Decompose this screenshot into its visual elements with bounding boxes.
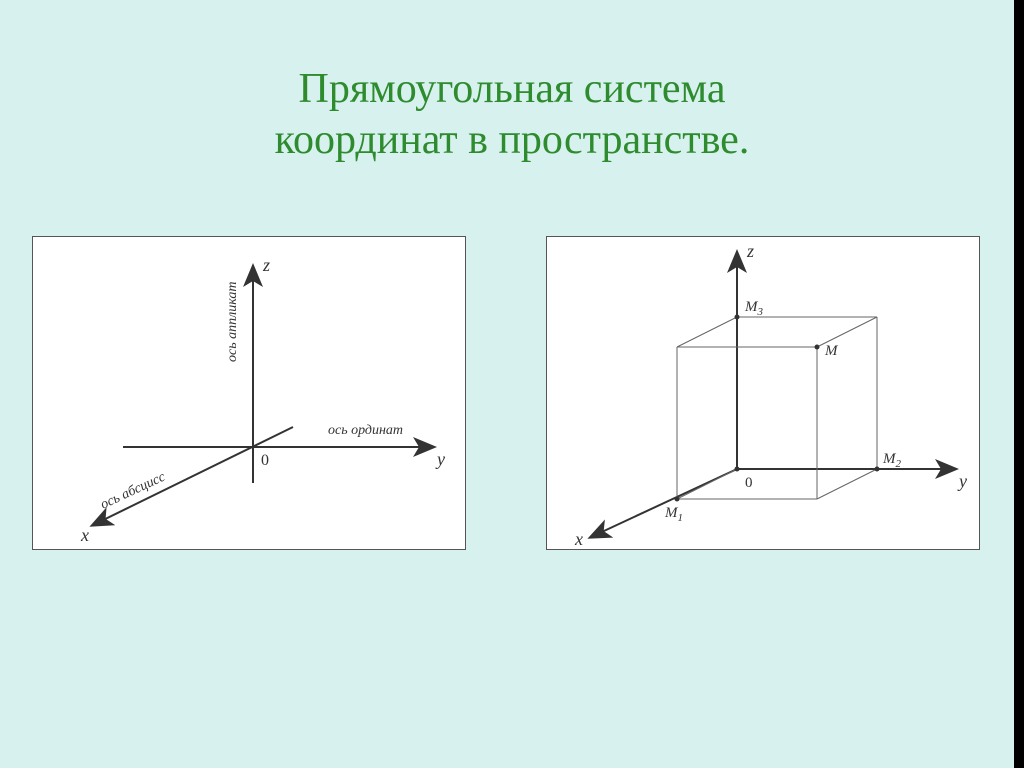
origin-label: 0: [261, 452, 269, 469]
m2-label: M2: [882, 451, 902, 470]
m1-label: M1: [664, 505, 683, 524]
y-axis-label: y: [957, 471, 967, 491]
box-edges: [677, 317, 877, 499]
z-axis-label: z: [262, 255, 270, 275]
left-diagram-panel: 0 y z x ось ординат ось аппликат ось абс…: [32, 236, 466, 550]
title-line-1: Прямоугольная система: [299, 66, 726, 112]
y-axis-name: ось ординат: [328, 423, 403, 438]
y-axis-label: y: [435, 449, 445, 469]
x-axis-label: x: [80, 525, 89, 545]
m3-label: M3: [744, 299, 764, 318]
title-line-2: координат в пространстве.: [275, 117, 750, 163]
x-axis: [93, 427, 293, 525]
origin-label: 0: [745, 475, 753, 491]
axes-3d-diagram: 0 y z x ось ординат ось аппликат ось абс…: [33, 237, 465, 549]
box-points: [675, 315, 880, 502]
slide-title: Прямоугольная система координат в простр…: [0, 64, 1024, 165]
box-3d-diagram: 0 y z x M1 M2 M3 M: [547, 237, 979, 549]
right-diagram-panel: 0 y z x M1 M2 M3 M: [546, 236, 980, 550]
x-axis: [591, 469, 737, 537]
m-label: M: [824, 343, 839, 359]
z-axis-label: z: [746, 241, 754, 261]
x-axis-label: x: [574, 529, 583, 549]
z-axis-name: ось аппликат: [225, 282, 240, 363]
